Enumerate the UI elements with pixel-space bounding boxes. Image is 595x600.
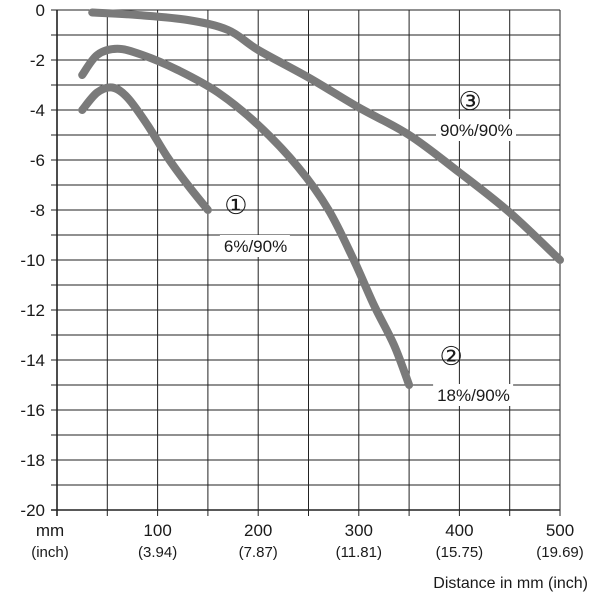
y-tick-label: -10 bbox=[20, 251, 45, 270]
x-unit-sub-label: (inch) bbox=[31, 544, 69, 561]
series-number-1: ① bbox=[224, 191, 247, 221]
y-tick-label: 0 bbox=[36, 1, 45, 20]
x-unit-label: mm bbox=[36, 521, 64, 540]
series-number-3: ③ bbox=[458, 87, 481, 117]
series-label-2: 18%/90% bbox=[437, 386, 510, 405]
series-labels: ① 6%/90% ② 18%/90% ③ 90%/90% bbox=[219, 87, 516, 406]
y-tick-label: -12 bbox=[20, 301, 45, 320]
y-tick-label: -18 bbox=[20, 451, 45, 470]
series-number-2: ② bbox=[439, 342, 462, 372]
x-tick-label: 400 bbox=[445, 521, 473, 540]
series-lines bbox=[78, 8, 564, 389]
y-tick-label: -4 bbox=[30, 101, 45, 120]
y-tick-label: -6 bbox=[30, 151, 45, 170]
x-tick-sublabel: (15.75) bbox=[436, 544, 484, 561]
x-tick-sublabel: (11.81) bbox=[336, 544, 382, 561]
series-label-background-1 bbox=[219, 235, 290, 257]
x-tick-label: 100 bbox=[143, 521, 171, 540]
y-tick-label: -2 bbox=[30, 51, 45, 70]
x-tick-sublabel: (7.87) bbox=[239, 544, 278, 561]
x-tick-label: 200 bbox=[244, 521, 272, 540]
x-tick-sublabel: (3.94) bbox=[138, 544, 177, 561]
series-label-background-2 bbox=[433, 384, 514, 406]
x-tick-label: 300 bbox=[345, 521, 373, 540]
series-label-3: 90%/90% bbox=[440, 121, 513, 140]
x-tick-label: 500 bbox=[546, 521, 574, 540]
tick-labels: 0 -2 -4 -6 -8 -10 -12 -14 -16 -18 -20 100 (3.94) 200 (… bbox=[20, 1, 583, 561]
y-tick-label: -8 bbox=[30, 201, 45, 220]
series-line-2 bbox=[78, 44, 414, 389]
x-tick-sublabel: (19.69) bbox=[536, 544, 584, 561]
x-axis-title: Distance in mm (inch) bbox=[433, 575, 588, 592]
series-line-3 bbox=[88, 8, 564, 264]
y-tick-label: -20 bbox=[20, 501, 45, 520]
series-label-background-3 bbox=[436, 119, 516, 141]
series-line-1 bbox=[78, 83, 212, 214]
grid bbox=[51, 9, 561, 516]
y-tick-label: -14 bbox=[20, 351, 45, 370]
series-label-1: 6%/90% bbox=[224, 237, 287, 256]
y-tick-label: -16 bbox=[20, 401, 45, 420]
